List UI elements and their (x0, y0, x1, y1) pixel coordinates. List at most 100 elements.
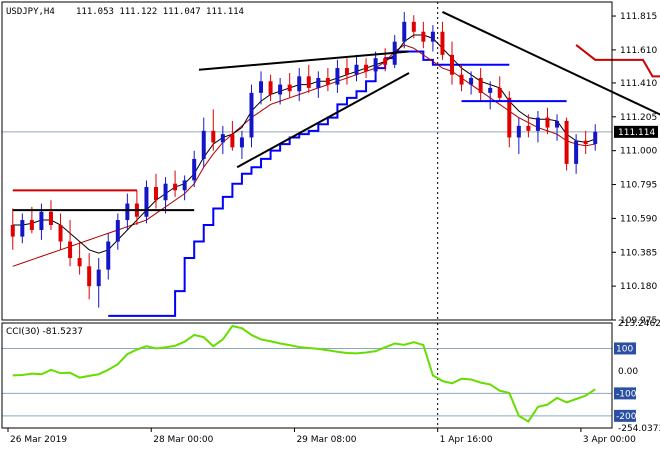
cci-panel: 213.2462 100 0.00 -100 -200 -254.0373 (2, 319, 660, 434)
price-tick-label-8: 110.180 (620, 282, 657, 292)
cci-ref-badge-3 (614, 387, 636, 400)
time-tick-label-2: 29 Mar 08:00 (296, 435, 356, 445)
candle-body-14 (144, 187, 149, 217)
candle-body-22 (220, 134, 225, 143)
symbol-header: USDJPY,H4 (6, 7, 55, 17)
price-panel: 111.815 111.610 111.410 111.205 111.000 110.7… (2, 2, 660, 326)
candle-body-55 (535, 117, 540, 131)
candle-body-7 (77, 258, 82, 267)
candle-body-17 (173, 183, 178, 191)
candle-body-59 (574, 140, 579, 164)
candle-body-49 (478, 77, 483, 93)
price-tick-label-1: 111.610 (620, 46, 657, 56)
time-tick-label-4: 3 Apr 00:00 (583, 435, 636, 445)
candle-body-6 (68, 241, 73, 259)
candle-body-5 (58, 225, 63, 242)
candle-body-12 (125, 203, 130, 221)
candle-body-54 (526, 125, 531, 131)
cci-label: CCI(30) -81.5237 (6, 327, 83, 337)
level-line-6 (575, 44, 660, 78)
candle-body-9 (96, 269, 101, 287)
candle-body-58 (564, 120, 569, 164)
chart-frame (1, 1, 613, 429)
candle-body-23 (230, 134, 235, 148)
current-price-label: 111.114 (618, 128, 655, 138)
price-tick-label-0: 111.815 (620, 12, 657, 22)
price-tick-label-9: 109.975 (620, 316, 657, 326)
candle-body-28 (278, 84, 283, 95)
candle-body-27 (268, 81, 273, 95)
candle-body-50 (488, 87, 493, 93)
candle-body-31 (306, 76, 311, 88)
series-1 (12, 44, 596, 267)
candle-body-30 (297, 76, 302, 92)
candle-body-25 (249, 92, 254, 138)
cci-tick-label-1: 100 (616, 344, 633, 354)
trendline-1 (236, 72, 410, 169)
cci-tick-label-5: -254.0373 (618, 424, 660, 434)
candle-body-41 (402, 21, 407, 42)
candle-body-15 (154, 187, 158, 201)
candle-body-52 (507, 97, 512, 138)
cci-ref-badge-1 (614, 342, 636, 355)
cci-tick-label-3: -100 (616, 389, 637, 399)
price-tick-label-2: 111.410 (620, 79, 657, 89)
candle-body-20 (201, 130, 206, 159)
time-tick-label-0: 26 Mar 2019 (10, 435, 67, 445)
candle-body-3 (39, 211, 44, 230)
trendline-0 (198, 50, 410, 71)
candle-body-38 (373, 58, 378, 72)
candle-body-29 (287, 84, 292, 92)
cci-tick-label-4: -200 (616, 412, 637, 422)
candle-body-16 (163, 183, 168, 201)
candle-body-1 (20, 220, 25, 237)
cci-tick-label-0: 213.2462 (618, 319, 660, 329)
candle-body-37 (364, 64, 369, 72)
price-tick-label-4: 111.000 (620, 147, 657, 157)
time-tick-label-3: 1 Apr 16:00 (440, 435, 493, 445)
candle-body-53 (516, 125, 521, 138)
current-price-badge (614, 125, 658, 138)
candle-body-32 (316, 77, 321, 88)
candle-body-39 (383, 58, 388, 65)
candle-body-43 (421, 31, 426, 42)
price-frame (1, 1, 613, 321)
candle-body-21 (211, 130, 216, 143)
candle-body-57 (555, 120, 560, 128)
candle-body-19 (192, 158, 197, 181)
candle-body-42 (411, 21, 416, 32)
candle-body-0 (10, 225, 15, 237)
price-tick-label-6: 110.590 (620, 214, 657, 224)
candle-body-33 (325, 77, 330, 85)
candle-body-4 (48, 211, 53, 226)
cci-frame (1, 322, 613, 429)
price-tick-label-3: 111.205 (620, 113, 657, 123)
candle-body-36 (354, 64, 359, 75)
candle-body-2 (29, 220, 34, 230)
candle-body-48 (469, 77, 474, 85)
candle-body-51 (497, 87, 502, 98)
ohlc-header: 111.053 111.122 111.047 111.114 (76, 7, 244, 17)
candle-body-60 (583, 140, 588, 145)
price-tick-label-5: 110.795 (620, 181, 657, 191)
cci-ref-badge-4 (614, 409, 636, 422)
candle-body-35 (344, 68, 349, 75)
candle-body-47 (459, 74, 464, 85)
candle-body-45 (440, 31, 445, 55)
candle-body-8 (87, 266, 92, 287)
candle-body-24 (239, 137, 244, 148)
candle-body-44 (430, 31, 435, 42)
candle-body-18 (182, 180, 187, 191)
candle-body-46 (450, 54, 454, 75)
cci-line (12, 324, 596, 423)
candle-body-34 (335, 68, 340, 85)
candle-body-11 (115, 220, 120, 242)
candle-body-26 (259, 81, 264, 93)
time-axis: 26 Mar 2019 28 Mar 00:00 29 Mar 08:00 1 Apr… (7, 428, 636, 445)
candle-body-56 (545, 117, 550, 128)
candle-body-61 (593, 131, 598, 145)
time-tick-label-1: 28 Mar 00:00 (153, 435, 213, 445)
candle-body-10 (106, 241, 111, 270)
trendline-2 (442, 11, 660, 116)
